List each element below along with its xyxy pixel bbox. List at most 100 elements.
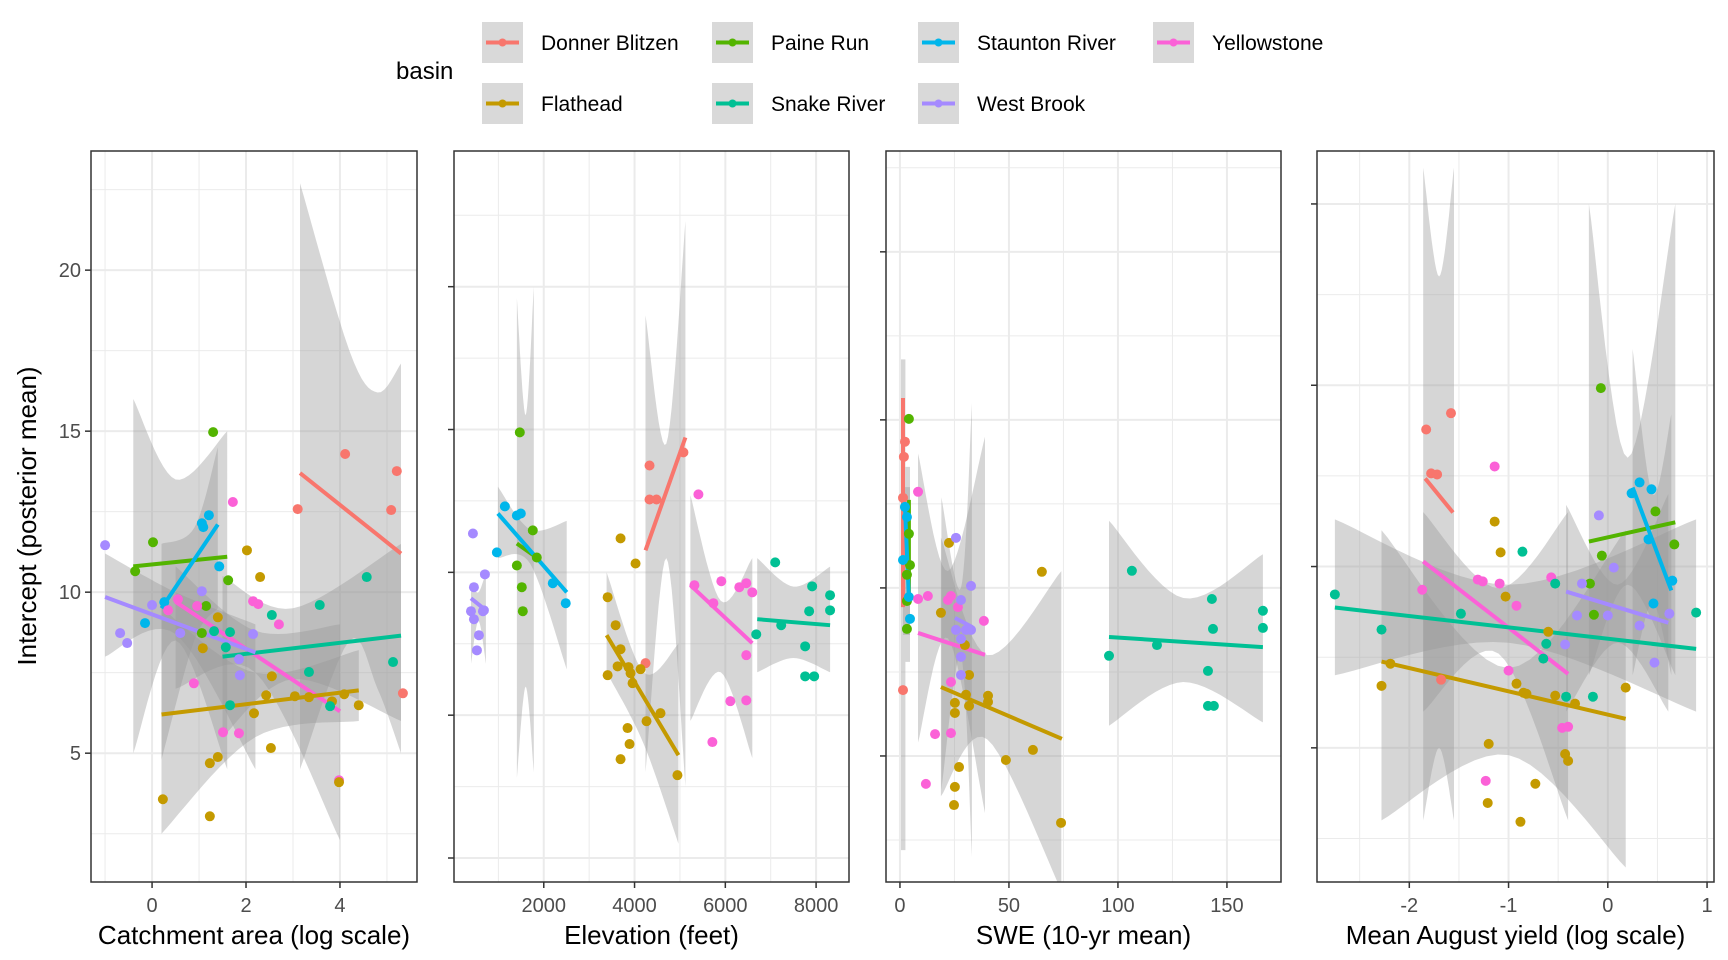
data-point-flathead bbox=[204, 811, 215, 822]
y-tick-label: 10 bbox=[59, 582, 81, 604]
data-point-yellowstone bbox=[693, 489, 704, 500]
data-point-west-brook bbox=[1593, 510, 1604, 521]
data-point-donner-blitzen bbox=[899, 436, 910, 447]
legend-title: basin bbox=[396, 58, 453, 85]
fit-line-flathead bbox=[161, 688, 359, 717]
data-point-flathead bbox=[1543, 626, 1554, 637]
data-point-paine-run bbox=[1595, 383, 1606, 394]
legend-label: West Brook bbox=[977, 93, 1086, 116]
data-point-west-brook bbox=[1572, 610, 1583, 621]
data-point-snake-river bbox=[1126, 565, 1137, 576]
data-point-flathead bbox=[615, 754, 626, 765]
data-point-west-brook bbox=[100, 540, 111, 551]
data-point-yellowstone bbox=[1417, 584, 1428, 595]
data-point-yellowstone bbox=[273, 619, 284, 630]
data-point-staunton-river bbox=[491, 547, 502, 558]
fit-line-west-brook bbox=[104, 595, 257, 655]
confidence-ribbon-snake-river bbox=[1334, 519, 1697, 712]
data-point-donner-blitzen bbox=[1432, 469, 1443, 480]
data-point-paine-run bbox=[130, 566, 141, 577]
data-point-yellowstone bbox=[747, 587, 758, 598]
fit-line-paine-run bbox=[1588, 520, 1676, 544]
legend-item-snake-river: Snake River bbox=[712, 83, 885, 124]
data-point-flathead bbox=[1530, 778, 1541, 789]
data-point-donner-blitzen bbox=[292, 504, 303, 515]
data-point-flathead bbox=[630, 558, 641, 569]
data-point-donner-blitzen bbox=[397, 688, 408, 699]
x-tick-label: 100 bbox=[1101, 895, 1134, 917]
legend-item-west-brook: West Brook bbox=[918, 83, 1086, 124]
legend-label: Flathead bbox=[541, 93, 623, 116]
data-point-yellowstone bbox=[227, 497, 238, 508]
data-point-snake-river bbox=[303, 667, 314, 678]
data-point-west-brook bbox=[122, 638, 133, 649]
data-point-donner-blitzen bbox=[678, 447, 689, 458]
legend: basin Donner Blitzen Paine Run Staunton Ri… bbox=[396, 22, 1323, 124]
data-point-snake-river bbox=[1550, 578, 1561, 589]
legend-key-point bbox=[934, 38, 943, 47]
data-point-west-brook bbox=[468, 582, 479, 593]
data-point-paine-run bbox=[901, 569, 912, 580]
data-point-paine-run bbox=[531, 552, 542, 563]
data-point-donner-blitzen bbox=[391, 466, 402, 477]
data-point-paine-run bbox=[201, 601, 212, 612]
data-point-snake-river bbox=[1329, 589, 1340, 600]
data-point-paine-run bbox=[1596, 550, 1607, 561]
panel-content bbox=[100, 183, 408, 841]
data-point-west-brook bbox=[473, 630, 484, 641]
y-tick-label: 20 bbox=[59, 260, 81, 282]
data-point-snake-river bbox=[1538, 653, 1549, 664]
data-point-flathead bbox=[624, 739, 635, 750]
panel-content bbox=[465, 221, 836, 844]
data-point-yellowstone bbox=[707, 737, 718, 748]
fit-line-donner-blitzen bbox=[1423, 477, 1455, 514]
panel-border bbox=[453, 150, 850, 883]
data-point-staunton-river bbox=[903, 591, 914, 602]
data-point-snake-river bbox=[804, 606, 815, 617]
panel-content bbox=[1329, 167, 1702, 868]
data-point-yellowstone bbox=[253, 599, 264, 610]
data-point-west-brook bbox=[147, 600, 158, 611]
confidence-ribbon-flathead bbox=[940, 537, 1062, 882]
y-tick-label: 5 bbox=[70, 743, 81, 765]
x-tick-label: 150 bbox=[1210, 895, 1243, 917]
data-point-flathead bbox=[1482, 797, 1493, 808]
data-point-snake-river bbox=[1257, 605, 1268, 616]
data-point-west-brook bbox=[479, 569, 490, 580]
data-point-paine-run bbox=[223, 575, 234, 586]
data-point-flathead bbox=[964, 669, 975, 680]
data-point-yellowstone bbox=[1503, 665, 1514, 676]
data-point-flathead bbox=[303, 692, 314, 703]
data-point-west-brook bbox=[471, 645, 482, 656]
x-tick-label: -1 bbox=[1500, 895, 1518, 917]
x-tick-label: 2000 bbox=[522, 895, 567, 917]
legend-key-point bbox=[498, 99, 507, 108]
confidence-ribbon-paine-run bbox=[516, 286, 534, 778]
data-point-yellowstone bbox=[172, 594, 183, 605]
x-tick-label: 1 bbox=[1701, 895, 1712, 917]
data-point-flathead bbox=[635, 664, 646, 675]
data-point-west-brook bbox=[234, 670, 245, 681]
data-point-flathead bbox=[1489, 516, 1500, 527]
confidence-ribbon-west-brook bbox=[1566, 494, 1669, 712]
data-point-yellowstone bbox=[1477, 576, 1488, 587]
data-point-flathead bbox=[610, 620, 621, 631]
data-point-flathead bbox=[204, 758, 215, 769]
legend-key-point bbox=[728, 38, 737, 47]
data-point-snake-river bbox=[751, 629, 762, 640]
data-point-staunton-river bbox=[560, 598, 571, 609]
data-point-yellowstone bbox=[913, 486, 924, 497]
data-point-snake-river bbox=[1376, 624, 1387, 635]
data-point-flathead bbox=[983, 696, 994, 707]
data-point-snake-river bbox=[1208, 700, 1219, 711]
data-point-flathead bbox=[602, 592, 613, 603]
data-point-paine-run bbox=[1584, 578, 1595, 589]
data-point-flathead bbox=[266, 671, 277, 682]
confidence-ribbon-flathead bbox=[1381, 530, 1626, 868]
data-point-staunton-river bbox=[898, 555, 909, 566]
data-point-yellowstone bbox=[741, 650, 752, 661]
x-tick-label: 2 bbox=[240, 895, 251, 917]
data-point-flathead bbox=[261, 690, 272, 701]
data-point-flathead bbox=[641, 716, 652, 727]
